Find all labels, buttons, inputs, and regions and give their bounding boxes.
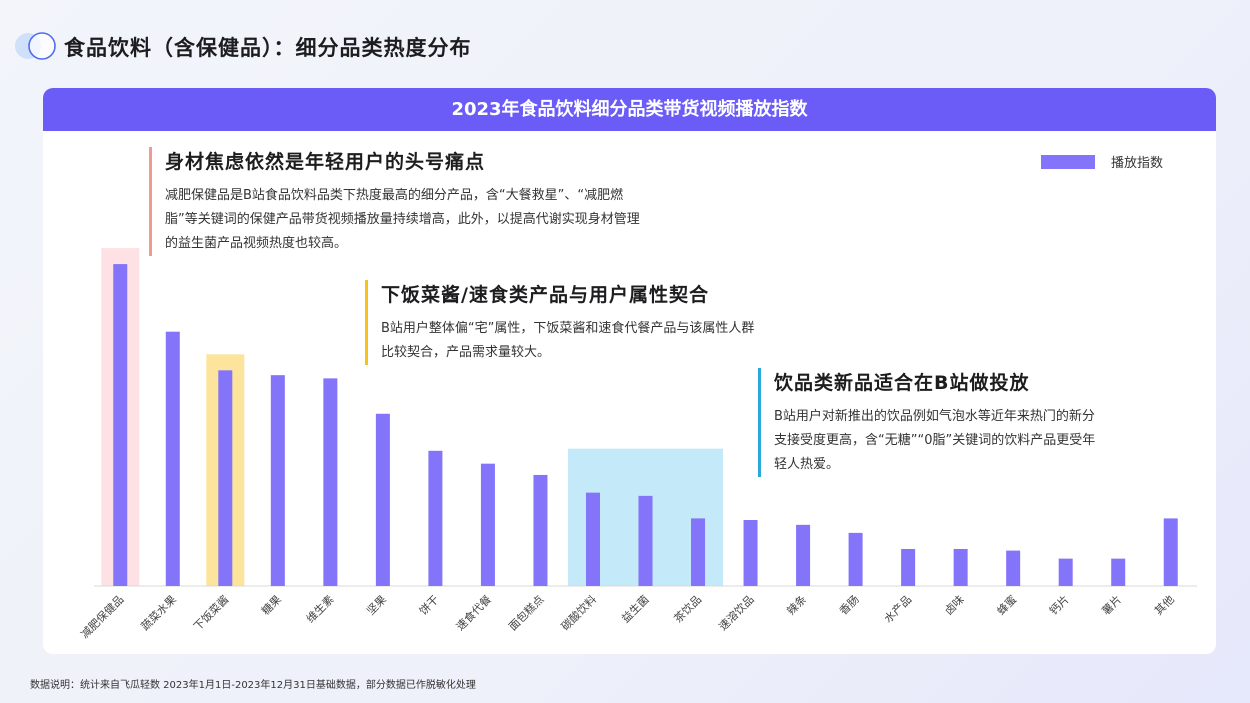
x-tick-label: 茶饮品 (672, 593, 705, 626)
x-tick-label: 香肠 (837, 593, 862, 618)
x-tick-label: 其他 (1152, 593, 1177, 618)
chart-card: 减肥保健品 蔬菜水果 下饭菜酱 糖果 维生素 坚果 饼干 速食代餐 面包糕点 碳酸饮料 益生菌 茶饮品… (43, 88, 1216, 654)
bar (1058, 558, 1073, 586)
legend: 播放指数 (1041, 152, 1163, 171)
bar (953, 548, 968, 586)
callout-sauce-instant: 下饭菜酱/速食类产品与用户属性契合 B站用户整体偏“宅”属性，下饭菜酱和速食代餐… (365, 280, 756, 365)
bar (218, 370, 233, 586)
x-tick-label: 饼干 (416, 592, 441, 617)
page-title: 食品饮料（含保健品）：细分品类热度分布 (64, 36, 472, 60)
bar (375, 413, 390, 586)
x-tick-label: 水产品 (881, 592, 914, 625)
bar (428, 450, 443, 586)
x-tick-label: 坚果 (364, 593, 389, 618)
bar (270, 375, 285, 586)
x-tick-label: 卤味 (942, 593, 967, 618)
bar (901, 548, 916, 586)
bar (638, 495, 653, 586)
bar (1006, 550, 1021, 586)
x-tick-label: 糖果 (258, 592, 283, 617)
x-tick-label: 蜂蜜 (994, 592, 1019, 617)
x-tick-label: 益生菌 (618, 592, 651, 625)
callout-beverage: 饮品类新品适合在B站做投放 B站用户对新推出的饮品例如气泡水等近年来热门的新分支… (758, 368, 1104, 477)
x-tick-label: 辣条 (784, 592, 809, 617)
bar (585, 492, 600, 586)
x-tick-label: 钙片 (1046, 592, 1071, 617)
bar (1111, 558, 1126, 586)
callout-title: 饮品类新品适合在B站做投放 (774, 372, 1030, 394)
x-tick-label: 蔬菜水果 (139, 593, 179, 633)
callout-title: 身材焦虑依然是年轻用户的头号痛点 (165, 151, 486, 173)
callout-weight-loss: 身材焦虑依然是年轻用户的头号痛点 减肥保健品是B站食品饮料品类下热度最高的细分产… (149, 147, 645, 256)
bar (533, 474, 548, 586)
callout-text: B站用户对新推出的饮品例如气泡水等近年来热门的新分支接受度更高，含“无糖”“0脂… (774, 409, 1096, 472)
bar (796, 524, 811, 586)
chart-title: 2023年食品饮料细分品类带货视频播放指数 (43, 88, 1216, 131)
x-tick-label: 碳酸饮料 (558, 592, 599, 633)
bar (743, 520, 758, 586)
x-tick-label: 速食代餐 (453, 592, 494, 633)
bar (691, 518, 706, 586)
bar (323, 378, 338, 586)
callout-text: 减肥保健品是B站食品饮料品类下热度最高的细分产品，含“大餐救星”、“减肥燃脂”等… (165, 188, 640, 251)
x-tick-label: 薯片 (1100, 593, 1125, 618)
bar (848, 532, 863, 586)
bar (1163, 518, 1178, 586)
bar (480, 463, 495, 586)
x-tick-label: 下饭菜酱 (190, 592, 231, 633)
callout-title: 下饭菜酱/速食类产品与用户属性契合 (381, 284, 709, 306)
legend-label: 播放指数 (1111, 156, 1164, 171)
footnote: 数据说明：统计来自飞瓜轻数 2023年1月1日-2023年12月31日基础数据，… (30, 680, 476, 691)
bar-chart: 减肥保健品 蔬菜水果 下饭菜酱 糖果 维生素 坚果 饼干 速食代餐 面包糕点 碳酸饮料 益生菌 茶饮品… (78, 248, 1197, 641)
bar (165, 331, 180, 586)
x-tick-label: 面包糕点 (506, 592, 547, 633)
callout-text: B站用户整体偏“宅”属性，下饭菜酱和速食代餐产品与该属性人群比较契合，产品需求量… (381, 321, 755, 360)
legend-swatch (1041, 154, 1095, 169)
x-tick-label: 速溶饮品 (716, 592, 757, 633)
x-tick-label: 减肥保健品 (78, 592, 127, 641)
x-tick-label: 维生素 (303, 592, 336, 625)
double-circle-icon (15, 32, 56, 60)
bar (113, 264, 128, 586)
